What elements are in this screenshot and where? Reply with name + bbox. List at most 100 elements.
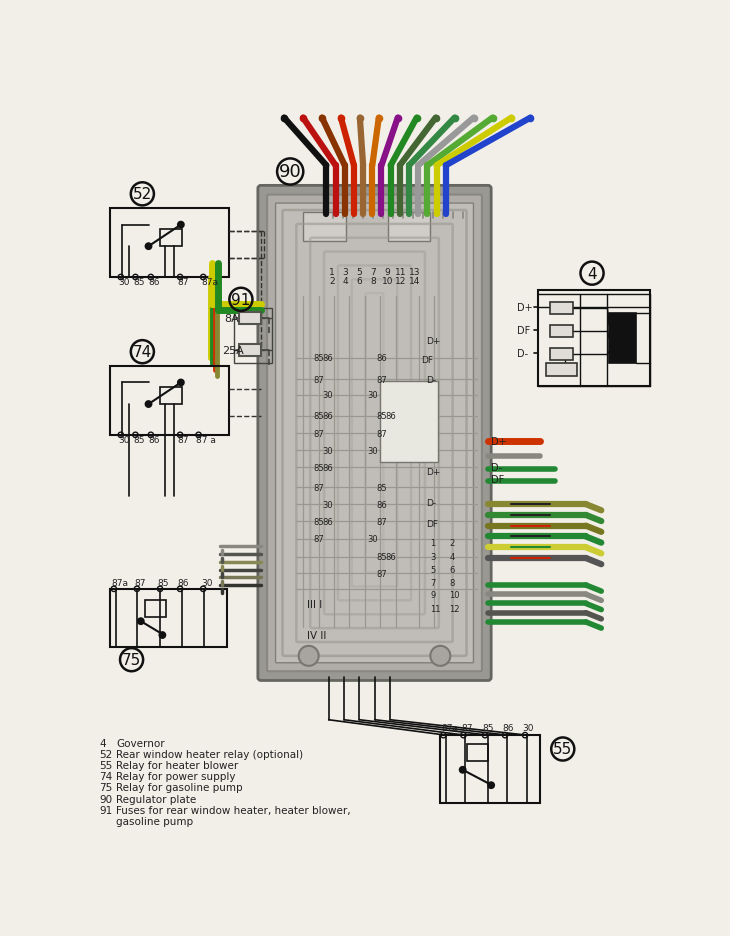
- Text: 85: 85: [377, 552, 387, 562]
- Circle shape: [159, 633, 166, 638]
- Bar: [239, 313, 261, 325]
- Text: D-: D-: [517, 349, 528, 358]
- Text: 30: 30: [323, 391, 333, 400]
- Circle shape: [299, 646, 319, 666]
- Text: 30: 30: [523, 724, 534, 732]
- Bar: [550, 302, 573, 314]
- Bar: [110, 209, 229, 278]
- Text: 87: 87: [313, 430, 324, 438]
- Text: 4: 4: [587, 267, 597, 282]
- Text: 91: 91: [231, 293, 250, 308]
- Text: 85: 85: [313, 463, 324, 472]
- Text: 87: 87: [461, 724, 472, 732]
- Text: D+: D+: [517, 302, 532, 313]
- Text: 75: 75: [122, 652, 141, 667]
- Text: 85: 85: [158, 578, 169, 588]
- Text: 3: 3: [430, 552, 436, 562]
- Text: 87: 87: [134, 578, 146, 588]
- Bar: [380, 382, 438, 462]
- Text: 74: 74: [133, 344, 152, 359]
- Text: 87a: 87a: [112, 578, 128, 588]
- Bar: [110, 366, 229, 435]
- Text: 30: 30: [323, 446, 333, 455]
- Bar: [538, 291, 650, 387]
- Text: 87a: 87a: [201, 278, 218, 286]
- Text: III I: III I: [307, 600, 323, 609]
- Text: 87: 87: [313, 534, 324, 544]
- Text: Governor: Governor: [116, 739, 165, 748]
- Text: 55: 55: [553, 741, 572, 756]
- Text: D+: D+: [426, 337, 441, 346]
- Bar: [609, 314, 636, 364]
- Text: 87: 87: [178, 435, 189, 445]
- Circle shape: [138, 619, 144, 624]
- Text: 86: 86: [148, 278, 160, 286]
- FancyBboxPatch shape: [258, 186, 491, 680]
- Text: 86: 86: [377, 354, 387, 363]
- Text: 9: 9: [384, 268, 390, 277]
- Text: 9: 9: [430, 591, 436, 600]
- Text: 91: 91: [99, 805, 112, 815]
- Text: 30: 30: [367, 446, 378, 455]
- Text: 30: 30: [118, 435, 130, 445]
- Text: Relay for power supply: Relay for power supply: [116, 771, 236, 782]
- Text: DF: DF: [517, 326, 530, 336]
- Text: 85: 85: [377, 412, 387, 420]
- Text: gasoline pump: gasoline pump: [116, 816, 193, 826]
- Text: 86: 86: [148, 435, 160, 445]
- Text: 4: 4: [450, 552, 455, 562]
- Text: 52: 52: [133, 187, 152, 202]
- Text: 87: 87: [178, 278, 189, 286]
- Text: 10: 10: [382, 277, 393, 286]
- Bar: [160, 388, 182, 404]
- Text: 85: 85: [483, 724, 494, 732]
- Text: 2: 2: [329, 277, 334, 286]
- Text: Regulator plate: Regulator plate: [116, 794, 196, 804]
- Text: D-: D-: [426, 375, 437, 385]
- Text: 5: 5: [357, 268, 362, 277]
- Bar: [234, 309, 272, 364]
- Circle shape: [178, 223, 184, 228]
- Text: 86: 86: [503, 724, 514, 732]
- Text: 30: 30: [367, 391, 378, 400]
- Text: 86: 86: [377, 500, 387, 509]
- Text: 11: 11: [396, 268, 407, 277]
- Text: Relay for heater blower: Relay for heater blower: [116, 760, 239, 770]
- Text: 86: 86: [323, 463, 334, 472]
- Text: 86: 86: [385, 552, 396, 562]
- Text: IV II: IV II: [307, 630, 326, 640]
- Text: D+: D+: [491, 436, 507, 446]
- Circle shape: [431, 646, 450, 666]
- Text: 85: 85: [313, 412, 324, 420]
- Bar: [303, 212, 345, 241]
- Text: Relay for gasoline pump: Relay for gasoline pump: [116, 782, 243, 793]
- Text: 85: 85: [313, 354, 324, 363]
- Text: DF: DF: [491, 475, 504, 485]
- Text: 87 a: 87 a: [196, 435, 216, 445]
- Circle shape: [145, 402, 152, 408]
- Text: 86: 86: [323, 412, 334, 420]
- Text: DF: DF: [421, 356, 433, 364]
- Circle shape: [460, 767, 466, 773]
- Text: 30: 30: [367, 534, 378, 544]
- Text: 90: 90: [279, 163, 301, 182]
- Text: 74: 74: [99, 771, 112, 782]
- Text: 1: 1: [329, 268, 334, 277]
- Text: 90: 90: [99, 794, 112, 804]
- Text: 8: 8: [450, 578, 455, 588]
- Text: 13: 13: [410, 268, 420, 277]
- Text: 3: 3: [343, 268, 348, 277]
- Text: 4: 4: [343, 277, 348, 286]
- Circle shape: [145, 244, 152, 250]
- Text: 10: 10: [450, 591, 460, 600]
- Text: 85: 85: [377, 483, 387, 492]
- Text: 7: 7: [430, 578, 436, 588]
- Text: 2: 2: [450, 538, 455, 548]
- FancyBboxPatch shape: [275, 204, 474, 663]
- Text: 87: 87: [377, 375, 387, 385]
- Bar: [466, 744, 488, 762]
- Bar: [550, 348, 573, 360]
- Text: 6: 6: [450, 565, 455, 575]
- Text: 86: 86: [385, 412, 396, 420]
- Text: 8A: 8A: [224, 314, 239, 324]
